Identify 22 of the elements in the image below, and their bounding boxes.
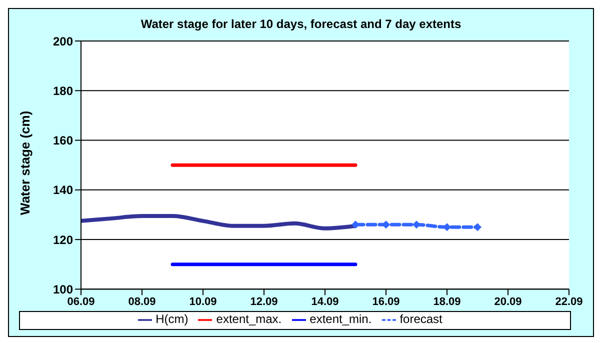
x-tick-label: 12.09 [250,296,278,308]
y-tick-label: 200 [52,34,74,48]
x-tick-label: 10.09 [189,296,217,308]
x-tick-label: 22.09 [555,296,583,308]
y-tick-label: 120 [52,232,74,247]
y-tick-label: 140 [52,183,74,198]
y-tick-label: 100 [52,282,74,296]
legend-label: forecast [400,312,442,326]
y-tick-label: 160 [52,134,74,148]
x-tick-label: 14.09 [311,296,339,308]
x-tick-label: 08.09 [128,296,156,308]
line-series [81,214,358,230]
x-tick-label: 16.09 [372,296,400,308]
legend-label: extent_min. [310,312,372,326]
chart-title: Water stage for later 10 days, forecast and 7 day extents [140,17,462,31]
legend-label: extent_max. [216,312,282,326]
y-axis-title: Water stage (cm) [18,110,33,216]
x-tick-label: 18.09 [433,296,461,308]
y-tick-label: 180 [52,84,74,98]
x-tick-label: 06.09 [67,296,95,308]
x-tick-label: 20.09 [494,296,522,308]
legend-label: H(cm) [156,312,188,326]
